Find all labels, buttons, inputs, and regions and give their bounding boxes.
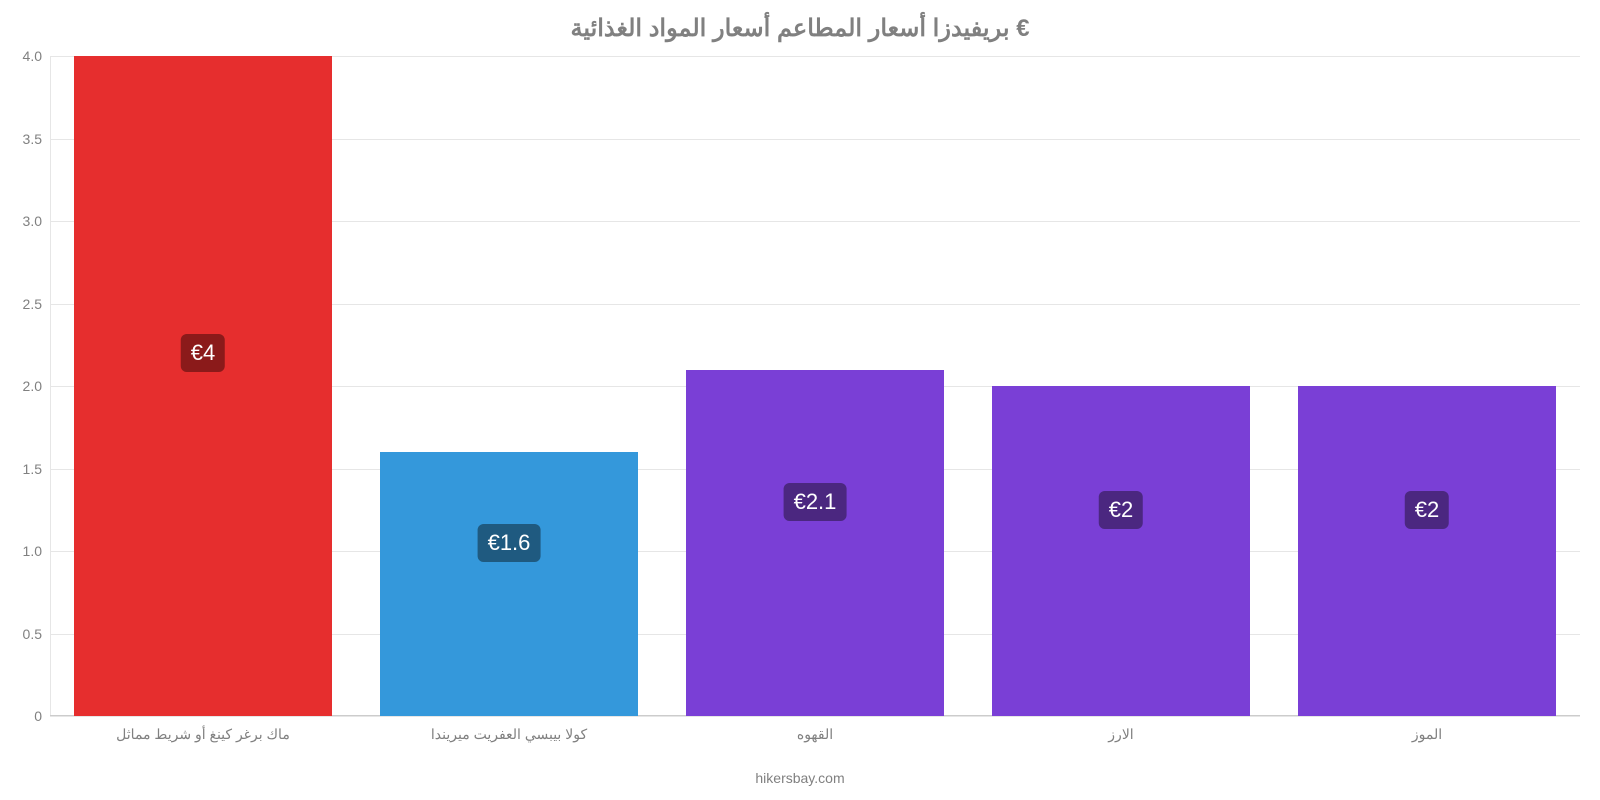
bar bbox=[1298, 386, 1555, 716]
y-tick-label: 4.0 bbox=[23, 48, 50, 64]
bar bbox=[74, 56, 331, 716]
price-bar-chart: بريفيدزا أسعار المطاعم أسعار المواد الغذ… bbox=[0, 0, 1600, 800]
bar-value-label: €2 bbox=[1099, 491, 1143, 529]
y-tick-label: 3.0 bbox=[23, 213, 50, 229]
x-tick-label: القهوه bbox=[797, 716, 833, 743]
y-tick-label: 0 bbox=[34, 708, 50, 724]
y-tick-label: 2.5 bbox=[23, 296, 50, 312]
x-tick-label: الموز bbox=[1412, 716, 1442, 743]
bar-value-label: €2 bbox=[1405, 491, 1449, 529]
y-tick-label: 3.5 bbox=[23, 131, 50, 147]
bar-value-label: €2.1 bbox=[784, 483, 847, 521]
y-tick-label: 0.5 bbox=[23, 626, 50, 642]
bar bbox=[380, 452, 637, 716]
chart-caption: hikersbay.com bbox=[0, 770, 1600, 786]
plot-area: 00.51.01.52.02.53.03.54.0€4ماك برغر كينغ… bbox=[50, 56, 1580, 716]
bar-value-label: €4 bbox=[181, 334, 225, 372]
y-tick-label: 1.5 bbox=[23, 461, 50, 477]
y-tick-label: 2.0 bbox=[23, 378, 50, 394]
bar bbox=[992, 386, 1249, 716]
x-tick-label: كولا بيبسي العفريت ميريندا bbox=[431, 716, 587, 743]
x-tick-label: الارز bbox=[1108, 716, 1133, 743]
bar-value-label: €1.6 bbox=[478, 524, 541, 562]
chart-title: بريفيدزا أسعار المطاعم أسعار المواد الغذ… bbox=[0, 14, 1600, 43]
bar bbox=[686, 370, 943, 717]
y-tick-label: 1.0 bbox=[23, 543, 50, 559]
x-tick-label: ماك برغر كينغ أو شريط مماثل bbox=[116, 716, 290, 743]
